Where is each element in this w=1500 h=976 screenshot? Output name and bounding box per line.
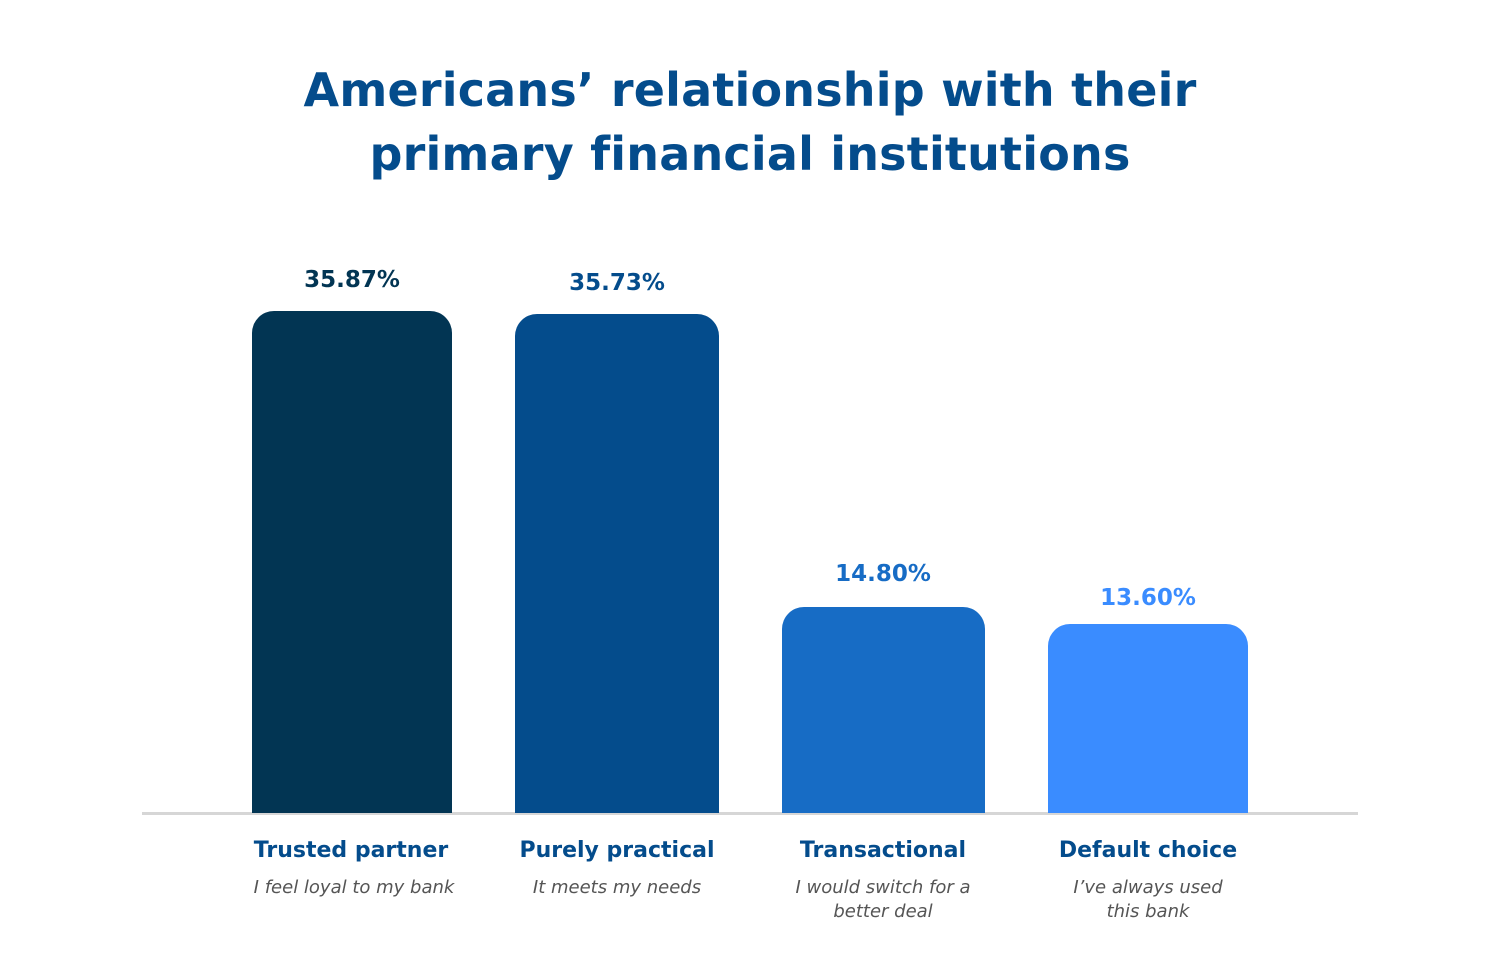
category-label-transactional: Transactional bbox=[799, 838, 967, 863]
x-axis-line bbox=[142, 812, 1358, 815]
subtitle-line: this bank bbox=[1106, 901, 1190, 922]
chart-title: Americans’ relationship with their prima… bbox=[0, 58, 1500, 186]
bar-purely-practical bbox=[515, 314, 719, 813]
value-label-trusted-partner: 35.87% bbox=[304, 267, 400, 293]
title-line-2: primary financial institutions bbox=[369, 127, 1131, 181]
subtitle-line: I would switch for a bbox=[795, 877, 971, 898]
subtitle-default-choice: I’ve always used this bank bbox=[1018, 876, 1278, 924]
subtitle-trusted-partner: I feel loyal to my bank bbox=[224, 876, 484, 900]
title-line-1: Americans’ relationship with their bbox=[303, 63, 1197, 117]
value-label-purely-practical: 35.73% bbox=[569, 270, 665, 296]
category-label-trusted-partner: Trusted partner bbox=[253, 838, 449, 863]
bar-trusted-partner bbox=[252, 311, 452, 813]
subtitle-purely-practical: It meets my needs bbox=[487, 876, 747, 900]
subtitle-transactional: I would switch for a better deal bbox=[753, 876, 1013, 924]
bar-default-choice bbox=[1048, 624, 1248, 813]
category-label-purely-practical: Purely practical bbox=[519, 838, 715, 863]
subtitle-line: It meets my needs bbox=[532, 877, 702, 898]
subtitle-line: I feel loyal to my bank bbox=[253, 877, 455, 898]
category-label-default-choice: Default choice bbox=[1058, 838, 1238, 863]
value-label-transactional: 14.80% bbox=[835, 561, 931, 587]
subtitle-line: better deal bbox=[833, 901, 933, 922]
subtitle-line: I’ve always used bbox=[1073, 877, 1223, 898]
bar-transactional bbox=[782, 607, 985, 813]
value-label-default-choice: 13.60% bbox=[1100, 585, 1196, 611]
